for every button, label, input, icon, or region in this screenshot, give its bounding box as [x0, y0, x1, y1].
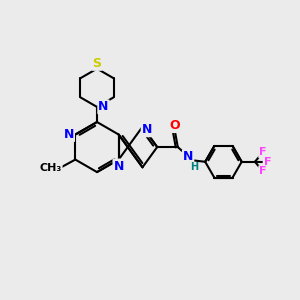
Text: F: F	[259, 166, 267, 176]
Text: S: S	[92, 57, 101, 70]
Text: N: N	[142, 123, 152, 136]
Text: H: H	[190, 162, 199, 172]
Text: CH₃: CH₃	[40, 164, 62, 173]
Text: N: N	[183, 150, 193, 163]
Text: F: F	[264, 157, 271, 167]
Text: F: F	[259, 147, 267, 157]
Text: N: N	[98, 100, 109, 113]
Text: O: O	[169, 119, 180, 132]
Text: N: N	[113, 160, 124, 172]
Text: N: N	[64, 128, 74, 141]
